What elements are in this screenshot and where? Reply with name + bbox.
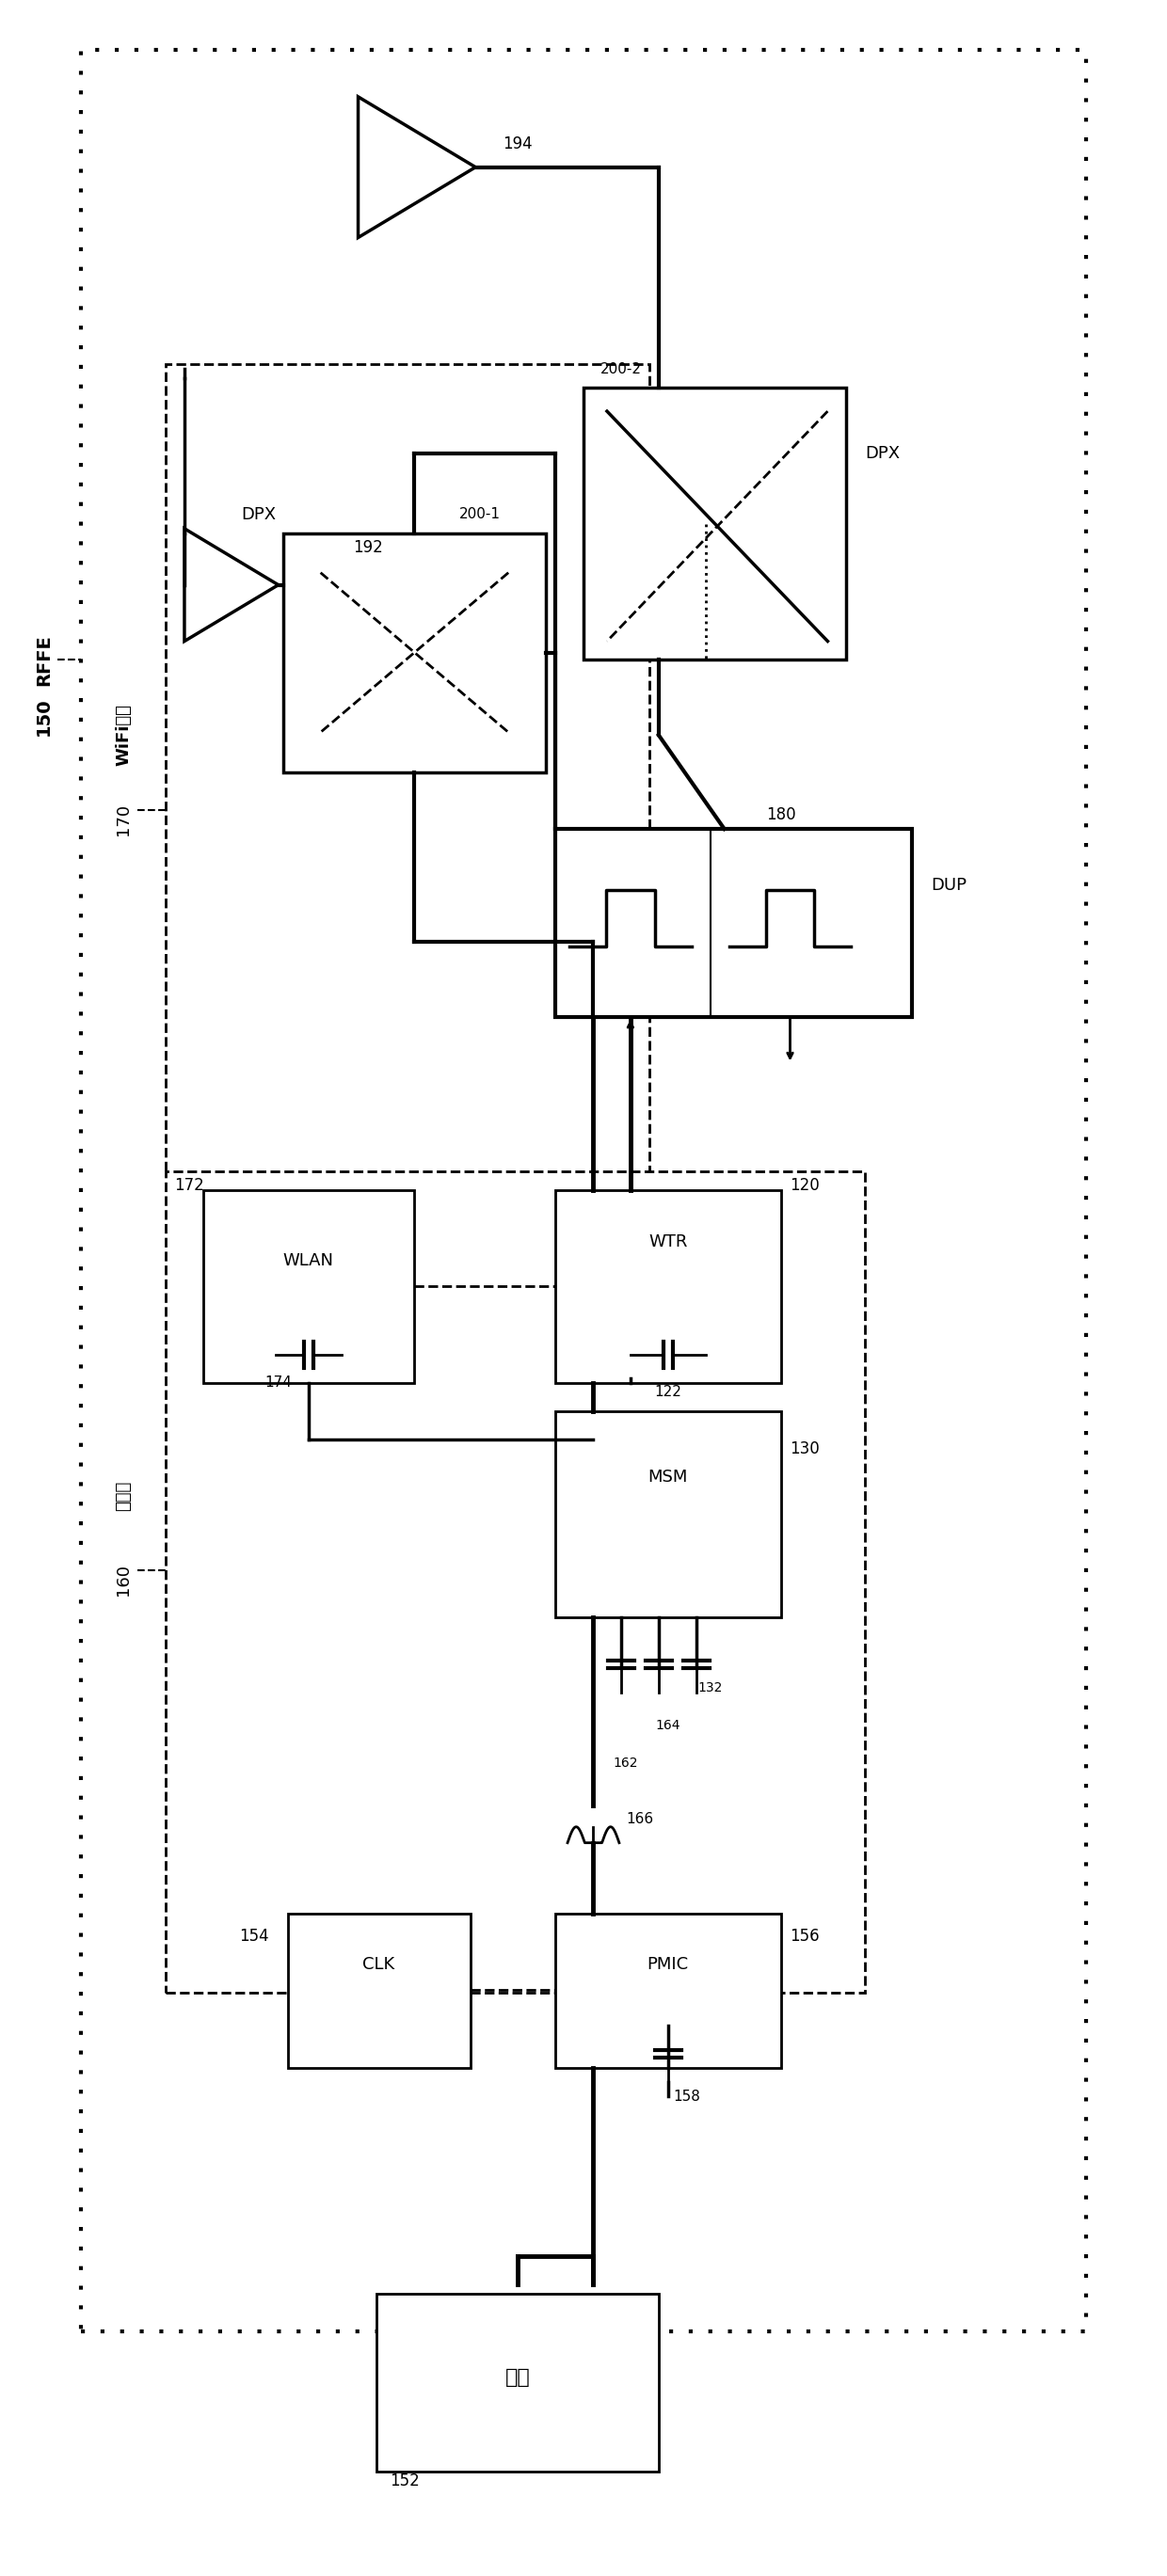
Bar bbox=[82, 49, 1085, 2331]
Bar bbox=[555, 829, 913, 1018]
Bar bbox=[377, 2293, 658, 2473]
Bar bbox=[284, 533, 546, 773]
Bar bbox=[584, 389, 846, 659]
Text: 158: 158 bbox=[673, 2089, 700, 2102]
Text: 166: 166 bbox=[627, 1814, 654, 1826]
Bar bbox=[288, 1914, 470, 2069]
Text: DPX: DPX bbox=[865, 446, 900, 461]
Text: 194: 194 bbox=[503, 134, 532, 152]
Bar bbox=[166, 363, 649, 1177]
Text: DPX: DPX bbox=[240, 505, 275, 523]
Text: 174: 174 bbox=[265, 1376, 292, 1391]
Text: WiFi模块: WiFi模块 bbox=[114, 703, 132, 765]
Text: 170: 170 bbox=[114, 804, 132, 835]
Text: 180: 180 bbox=[766, 806, 796, 824]
Text: 150: 150 bbox=[35, 698, 53, 734]
Text: 160: 160 bbox=[114, 1564, 132, 1597]
Text: 电源: 电源 bbox=[505, 2367, 530, 2388]
Text: 154: 154 bbox=[239, 1929, 268, 1945]
Bar bbox=[555, 1190, 781, 1383]
Text: 132: 132 bbox=[698, 1682, 722, 1695]
Text: 200-2: 200-2 bbox=[600, 363, 642, 376]
Text: 192: 192 bbox=[352, 538, 383, 556]
Text: 152: 152 bbox=[390, 2473, 420, 2488]
Text: 164: 164 bbox=[656, 1718, 680, 1731]
Text: WLAN: WLAN bbox=[282, 1252, 334, 1270]
Text: MSM: MSM bbox=[648, 1468, 689, 1486]
Bar bbox=[555, 1914, 781, 2069]
Text: 芯片组: 芯片组 bbox=[114, 1481, 132, 1510]
Bar bbox=[555, 1412, 781, 1618]
Text: DUP: DUP bbox=[931, 876, 966, 894]
Bar bbox=[166, 1172, 865, 1994]
Text: WTR: WTR bbox=[649, 1234, 687, 1249]
Text: 120: 120 bbox=[790, 1177, 820, 1195]
Text: CLK: CLK bbox=[363, 1955, 394, 1973]
Text: PMIC: PMIC bbox=[648, 1955, 689, 1973]
Text: 162: 162 bbox=[614, 1757, 638, 1770]
Text: 156: 156 bbox=[790, 1929, 820, 1945]
Bar bbox=[203, 1190, 414, 1383]
Text: RFFE: RFFE bbox=[35, 634, 53, 685]
Text: 122: 122 bbox=[655, 1386, 682, 1399]
Text: 130: 130 bbox=[790, 1440, 820, 1458]
Text: 172: 172 bbox=[174, 1177, 204, 1195]
Text: 200-1: 200-1 bbox=[460, 507, 501, 520]
